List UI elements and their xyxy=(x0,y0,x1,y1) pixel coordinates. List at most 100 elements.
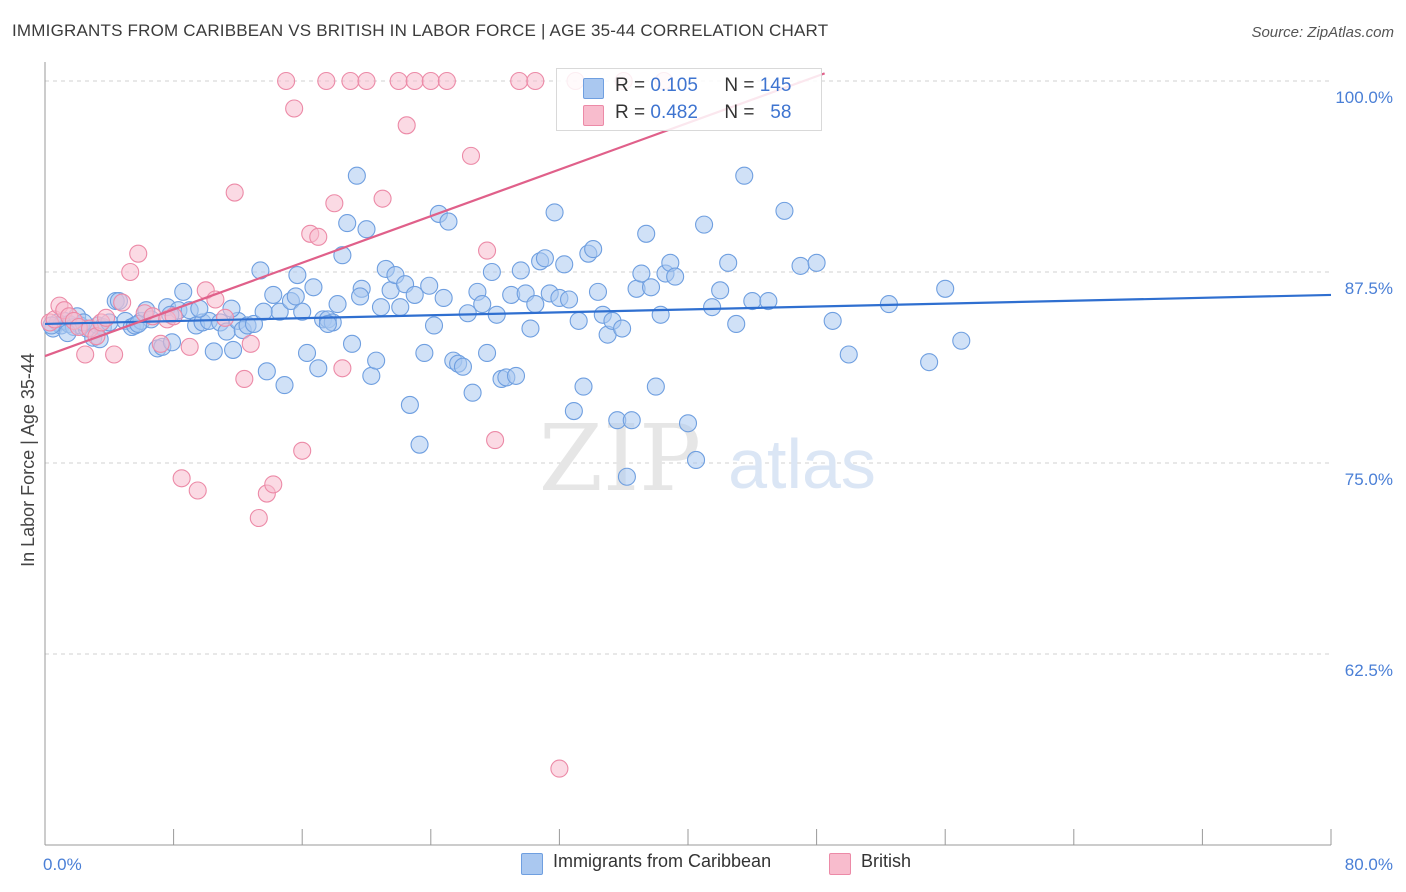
data-point xyxy=(400,395,419,414)
data-point xyxy=(264,475,283,494)
data-point xyxy=(526,295,545,314)
r-value: 0.482 xyxy=(650,102,698,123)
y-tick-label: 62.5% xyxy=(1345,661,1393,680)
data-point xyxy=(105,345,124,364)
data-point xyxy=(285,99,304,118)
data-point xyxy=(952,331,971,350)
n-value: 145 xyxy=(759,75,792,96)
y-tick-label: 75.0% xyxy=(1345,470,1393,489)
data-point xyxy=(277,71,296,91)
data-point xyxy=(437,71,456,91)
data-point xyxy=(172,469,191,488)
data-point xyxy=(389,71,408,91)
data-point xyxy=(333,359,352,378)
data-point xyxy=(526,71,545,91)
data-point xyxy=(510,71,529,91)
data-point xyxy=(338,214,357,233)
data-point xyxy=(478,343,497,363)
series-caribbean-points xyxy=(42,166,971,486)
x-tick-labels: 0.0% 80.0% xyxy=(43,855,1393,874)
data-point xyxy=(328,295,347,314)
data-point xyxy=(559,290,579,309)
data-point xyxy=(317,71,336,91)
legend-swatch-british xyxy=(829,853,851,875)
data-point xyxy=(637,224,656,243)
y-axis-label: In Labor Force | Age 35-44 xyxy=(18,353,38,567)
data-point xyxy=(288,266,307,285)
data-point xyxy=(775,201,794,220)
x-tick-label: 80.0% xyxy=(1345,855,1393,874)
data-point xyxy=(397,116,416,135)
legend-swatch-british xyxy=(583,105,604,126)
watermark: ZIP atlas xyxy=(539,405,876,512)
data-point xyxy=(759,291,778,311)
data-point xyxy=(555,255,574,274)
data-point xyxy=(225,183,244,202)
data-point xyxy=(347,166,366,185)
legend-label-caribbean: Immigrants from Caribbean xyxy=(553,851,772,871)
data-point xyxy=(711,281,730,300)
data-point xyxy=(341,71,360,91)
data-point xyxy=(333,246,352,265)
data-point xyxy=(511,261,530,280)
data-point xyxy=(257,362,276,381)
data-point xyxy=(180,337,199,356)
y-tick-labels: 100.0% 87.5% 75.0% 62.5% xyxy=(1335,88,1393,680)
data-point xyxy=(550,759,569,778)
data-point xyxy=(719,253,738,272)
data-point xyxy=(434,288,453,308)
x-tick-label: 0.0% xyxy=(43,855,82,874)
data-point xyxy=(453,357,473,376)
data-point xyxy=(254,302,273,321)
data-point xyxy=(486,431,505,450)
data-point xyxy=(174,282,193,301)
data-point xyxy=(564,401,583,421)
data-point xyxy=(275,376,294,395)
r-label: R = xyxy=(615,102,646,123)
data-point xyxy=(286,287,305,306)
data-point xyxy=(936,279,955,298)
data-point xyxy=(415,343,434,363)
data-point xyxy=(391,298,410,317)
data-point xyxy=(588,282,608,301)
data-point xyxy=(646,377,665,396)
y-tick-label: 87.5% xyxy=(1345,279,1393,298)
n-label: N = xyxy=(724,75,755,96)
data-point xyxy=(297,343,317,363)
data-point xyxy=(506,366,526,385)
data-point xyxy=(357,71,376,91)
data-point xyxy=(482,262,501,282)
data-point xyxy=(535,249,554,268)
grid-lines xyxy=(45,80,1331,655)
legend-row-british: R = 0.482 N = 58 xyxy=(615,102,791,126)
r-label: R = xyxy=(615,75,646,96)
data-point xyxy=(678,414,698,433)
data-point xyxy=(473,295,492,314)
legend-swatch-caribbean xyxy=(521,853,543,875)
watermark-atlas: atlas xyxy=(728,425,876,503)
data-point xyxy=(224,340,243,359)
legend-row-caribbean: R = 0.105 N = 145 xyxy=(615,75,791,99)
data-point xyxy=(622,411,641,430)
data-point xyxy=(584,240,603,259)
data-point xyxy=(569,311,588,330)
data-point xyxy=(420,276,439,295)
data-point xyxy=(309,227,328,246)
data-point xyxy=(461,146,481,165)
data-point xyxy=(188,481,207,500)
data-point xyxy=(632,264,651,283)
data-point xyxy=(405,71,424,91)
data-point xyxy=(545,203,564,222)
data-point xyxy=(129,244,148,263)
data-point xyxy=(666,267,685,286)
data-point xyxy=(76,345,95,364)
data-point xyxy=(249,508,268,528)
source-label: Source: ZipAtlas.com xyxy=(1251,24,1394,41)
data-point xyxy=(293,441,312,460)
data-point xyxy=(478,241,497,260)
y-tick-label: 100.0% xyxy=(1335,88,1393,107)
data-point xyxy=(293,302,312,321)
data-point xyxy=(574,377,593,396)
data-point xyxy=(735,166,754,185)
